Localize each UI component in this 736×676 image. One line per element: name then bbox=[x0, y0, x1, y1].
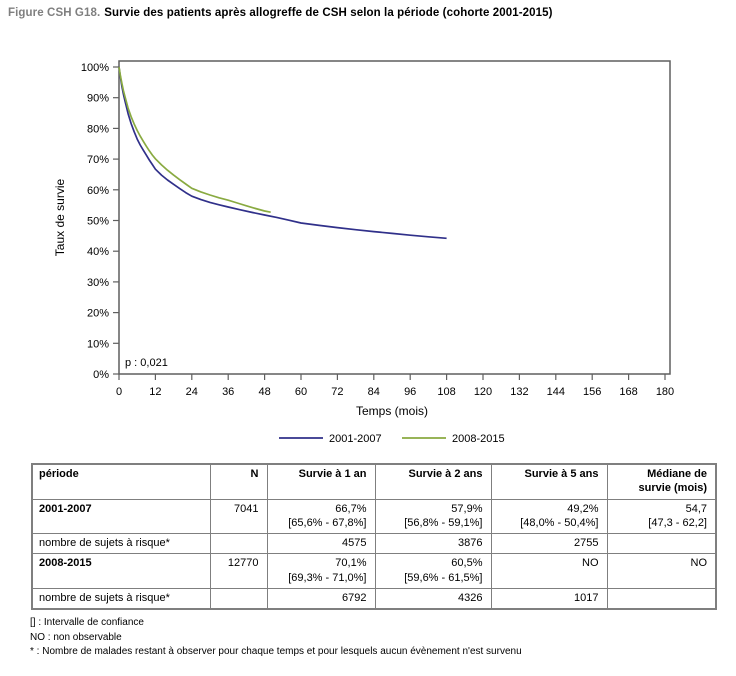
footnote-confidence-interval: [] : Intervalle de confiance bbox=[30, 617, 144, 628]
x-tick-label: 156 bbox=[583, 386, 601, 398]
mediane-cell bbox=[606, 588, 717, 610]
x-tick-label: 0 bbox=[116, 386, 122, 398]
x-tick-label: 120 bbox=[474, 386, 492, 398]
survie-5ans-cell: NO bbox=[490, 553, 608, 590]
plot-frame bbox=[118, 60, 671, 375]
y-tick-label: 90% bbox=[87, 93, 109, 105]
figure-caption: Survie des patients après allogreffe de … bbox=[104, 7, 553, 19]
n-cell bbox=[209, 588, 268, 610]
legend-label-2008-2015: 2008-2015 bbox=[452, 433, 505, 445]
series-line-2001-2007 bbox=[118, 66, 447, 240]
n-cell: 7041 bbox=[209, 498, 268, 535]
legend-label-2001-2007: 2001-2007 bbox=[329, 433, 382, 445]
mediane-cell: NO bbox=[606, 553, 717, 590]
col-header-survie-1an: Survie à 1 an bbox=[266, 463, 376, 500]
survie-2ans-cell: 57,9% [56,8% - 59,1%] bbox=[374, 498, 492, 535]
col-header-survie-2ans: Survie à 2 ans bbox=[374, 463, 492, 500]
y-axis-label: Taux de survie bbox=[53, 178, 67, 256]
period-cell: 2008-2015 bbox=[31, 553, 211, 590]
y-tick-label: 80% bbox=[87, 123, 109, 135]
survival-chart: 0% 10% 20% 30% 40% 50% 60% 70% 80% 90% 100% 0 12 24 36… bbox=[53, 60, 674, 445]
x-tick-label: 168 bbox=[619, 386, 637, 398]
survie-2ans-cell: 60,5% [59,6% - 61,5%] bbox=[374, 553, 492, 590]
y-tick-label: 30% bbox=[87, 277, 109, 289]
x-tick-label: 132 bbox=[510, 386, 528, 398]
survie-2ans-cell: 3876 bbox=[374, 533, 492, 555]
x-axis-label: Temps (mois) bbox=[356, 404, 428, 418]
y-tick-label: 60% bbox=[87, 185, 109, 197]
x-tick-label: 180 bbox=[656, 386, 674, 398]
x-tick-label: 84 bbox=[368, 386, 380, 398]
y-tick-label: 10% bbox=[87, 338, 109, 350]
survie-1an-cell: 70,1% [69,3% - 71,0%] bbox=[266, 553, 376, 590]
x-tick-label: 60 bbox=[295, 386, 307, 398]
figure-title: Figure CSH G18. Survie des patients après… bbox=[8, 7, 553, 19]
survie-1an-cell: 6792 bbox=[266, 588, 376, 610]
col-header-n: N bbox=[209, 463, 268, 500]
period-cell: nombre de sujets à risque* bbox=[31, 533, 211, 555]
footnote-sujets-risque: * : Nombre de malades restant à observer… bbox=[30, 646, 522, 657]
series-line-2008-2015 bbox=[118, 66, 271, 214]
y-tick-label: 20% bbox=[87, 308, 109, 320]
x-tick-label: 72 bbox=[331, 386, 343, 398]
y-tick-label: 0% bbox=[93, 369, 109, 381]
survival-stats-table: période N Survie à 1 an Survie à 2 ans S… bbox=[31, 463, 717, 611]
survie-1an-cell: 66,7% [65,6% - 67,8%] bbox=[266, 498, 376, 535]
footnote-non-observable: NO : non observable bbox=[30, 631, 122, 643]
x-tick-label: 144 bbox=[547, 386, 565, 398]
period-cell: 2001-2007 bbox=[31, 498, 211, 535]
y-tick-label: 40% bbox=[87, 246, 109, 258]
x-tick-label: 36 bbox=[222, 386, 234, 398]
survie-2ans-cell: 4326 bbox=[374, 588, 492, 610]
period-cell: nombre de sujets à risque* bbox=[31, 588, 211, 610]
y-tick-label: 100% bbox=[81, 62, 109, 74]
x-tick-label: 48 bbox=[258, 386, 270, 398]
figure-number: Figure CSH G18. bbox=[8, 7, 101, 19]
footnotes: [] : Intervalle de confiance NO : non ob… bbox=[30, 616, 522, 660]
n-cell bbox=[209, 533, 268, 555]
table-row-risque-2008-2015: nombre de sujets à risque* 6792 4326 101… bbox=[31, 588, 717, 610]
y-tick-label: 50% bbox=[87, 216, 109, 228]
mediane-cell: 54,7 [47,3 - 62,2] bbox=[606, 498, 717, 535]
n-cell: 12770 bbox=[209, 553, 268, 590]
p-value-label: p : 0,021 bbox=[125, 357, 168, 369]
x-tick-label: 108 bbox=[437, 386, 455, 398]
col-header-survie-5ans: Survie à 5 ans bbox=[490, 463, 608, 500]
table-header-row: période N Survie à 1 an Survie à 2 ans S… bbox=[31, 463, 717, 500]
col-header-mediane: Médiane de survie (mois) bbox=[606, 463, 717, 500]
x-tick-label: 24 bbox=[186, 386, 198, 398]
survie-5ans-cell: 1017 bbox=[490, 588, 608, 610]
table-row-2008-2015: 2008-2015 12770 70,1% [69,3% - 71,0%] 60,… bbox=[31, 553, 717, 590]
col-header-periode: période bbox=[31, 463, 211, 500]
survie-5ans-cell: 49,2% [48,0% - 50,4%] bbox=[490, 498, 608, 535]
mediane-cell bbox=[606, 533, 717, 555]
x-tick-label: 96 bbox=[404, 386, 416, 398]
y-tick-label: 70% bbox=[87, 154, 109, 166]
survie-5ans-cell: 2755 bbox=[490, 533, 608, 555]
table-row-2001-2007: 2001-2007 7041 66,7% [65,6% - 67,8%] 57,9… bbox=[31, 498, 717, 535]
table-row-risque-2001-2007: nombre de sujets à risque* 4575 3876 275… bbox=[31, 533, 717, 555]
x-tick-label: 12 bbox=[149, 386, 161, 398]
survie-1an-cell: 4575 bbox=[266, 533, 376, 555]
